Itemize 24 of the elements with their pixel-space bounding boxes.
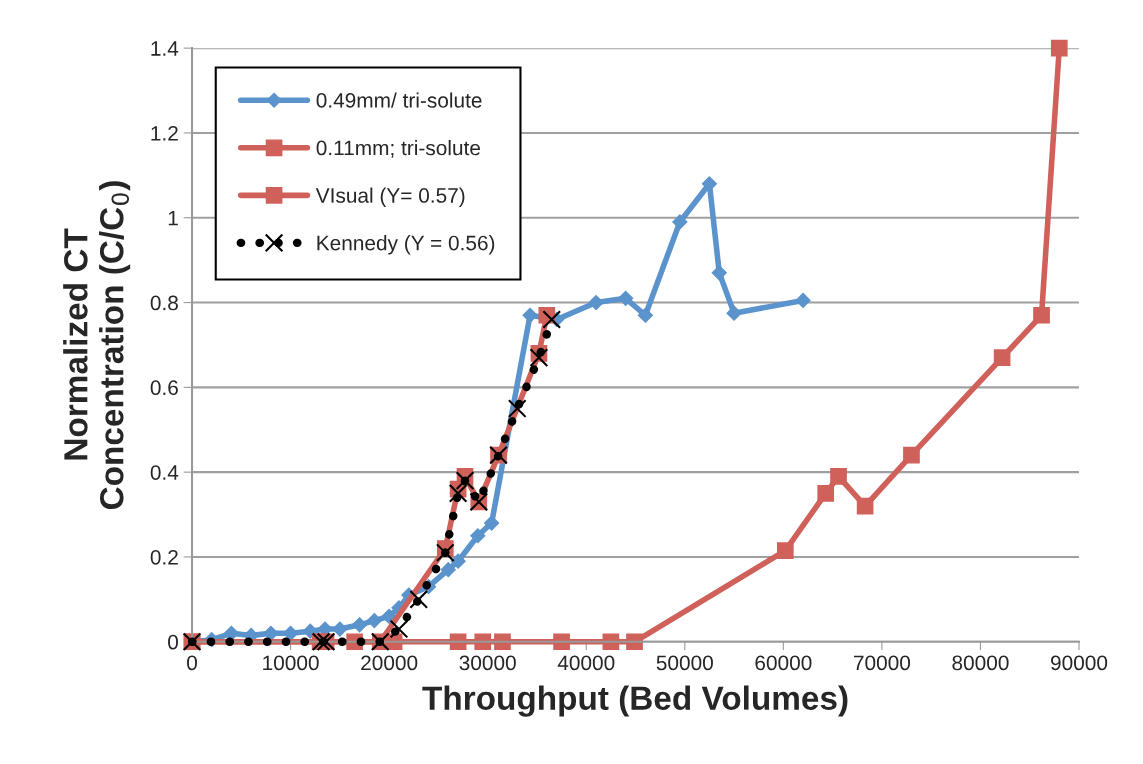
x-tick-label: 90000 — [1051, 655, 1108, 671]
x-tick-label: 80000 — [952, 655, 1009, 671]
y-tick-label: 1 — [168, 210, 178, 226]
x-tick-label: 50000 — [656, 655, 713, 671]
y-axis-title: Normalized CT Concentration (C/C$_{0}$) — [63, 181, 131, 510]
y-tick-label: 0.6 — [150, 380, 178, 396]
y-tick-label: 0.8 — [150, 295, 178, 311]
x-tick-label: 20000 — [361, 655, 418, 671]
y-tick-label: 1.4 — [151, 41, 179, 56]
x-tick-label: 10000 — [263, 655, 319, 671]
legend-label: 0.11mm; tri-solute — [316, 140, 480, 158]
legend-label: Kennedy (Y = 0.56) — [317, 235, 495, 255]
y-tick-label: 1.2 — [151, 125, 178, 141]
x-tick-label: 60000 — [755, 655, 812, 671]
y-tick-label: 0.4 — [150, 465, 179, 480]
x-axis-title: Throughput (Bed Volumes) — [422, 685, 848, 717]
x-tick-label: 30000 — [459, 655, 516, 671]
x-tick-label: 70000 — [853, 655, 911, 671]
x-tick-label: 40000 — [557, 655, 615, 671]
legend-label: VIsual (Y= 0.57) — [315, 187, 465, 207]
x-tick-label: 0 — [187, 655, 197, 671]
legend-label: 0.49mm/ tri-solute — [316, 92, 482, 108]
y-tick-label: 0.2 — [150, 549, 178, 565]
y-tick-label: 0 — [168, 634, 179, 650]
